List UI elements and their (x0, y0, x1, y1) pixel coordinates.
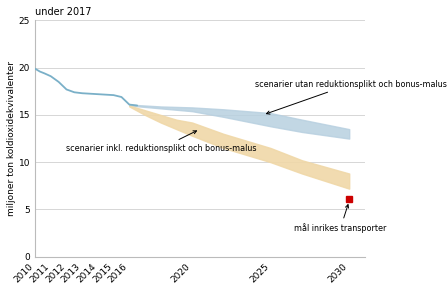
Text: scenarier utan reduktionsplikt och bonus-malus: scenarier utan reduktionsplikt och bonus… (255, 79, 447, 114)
Y-axis label: miljoner ton koldioxidekvivalenter: miljoner ton koldioxidekvivalenter (7, 61, 16, 216)
Text: scenarier inkl. reduktionsplikt och bonus-malus: scenarier inkl. reduktionsplikt och bonu… (66, 131, 257, 152)
Text: mål inrikes transporter: mål inrikes transporter (294, 205, 387, 233)
Text: under 2017: under 2017 (35, 7, 91, 17)
